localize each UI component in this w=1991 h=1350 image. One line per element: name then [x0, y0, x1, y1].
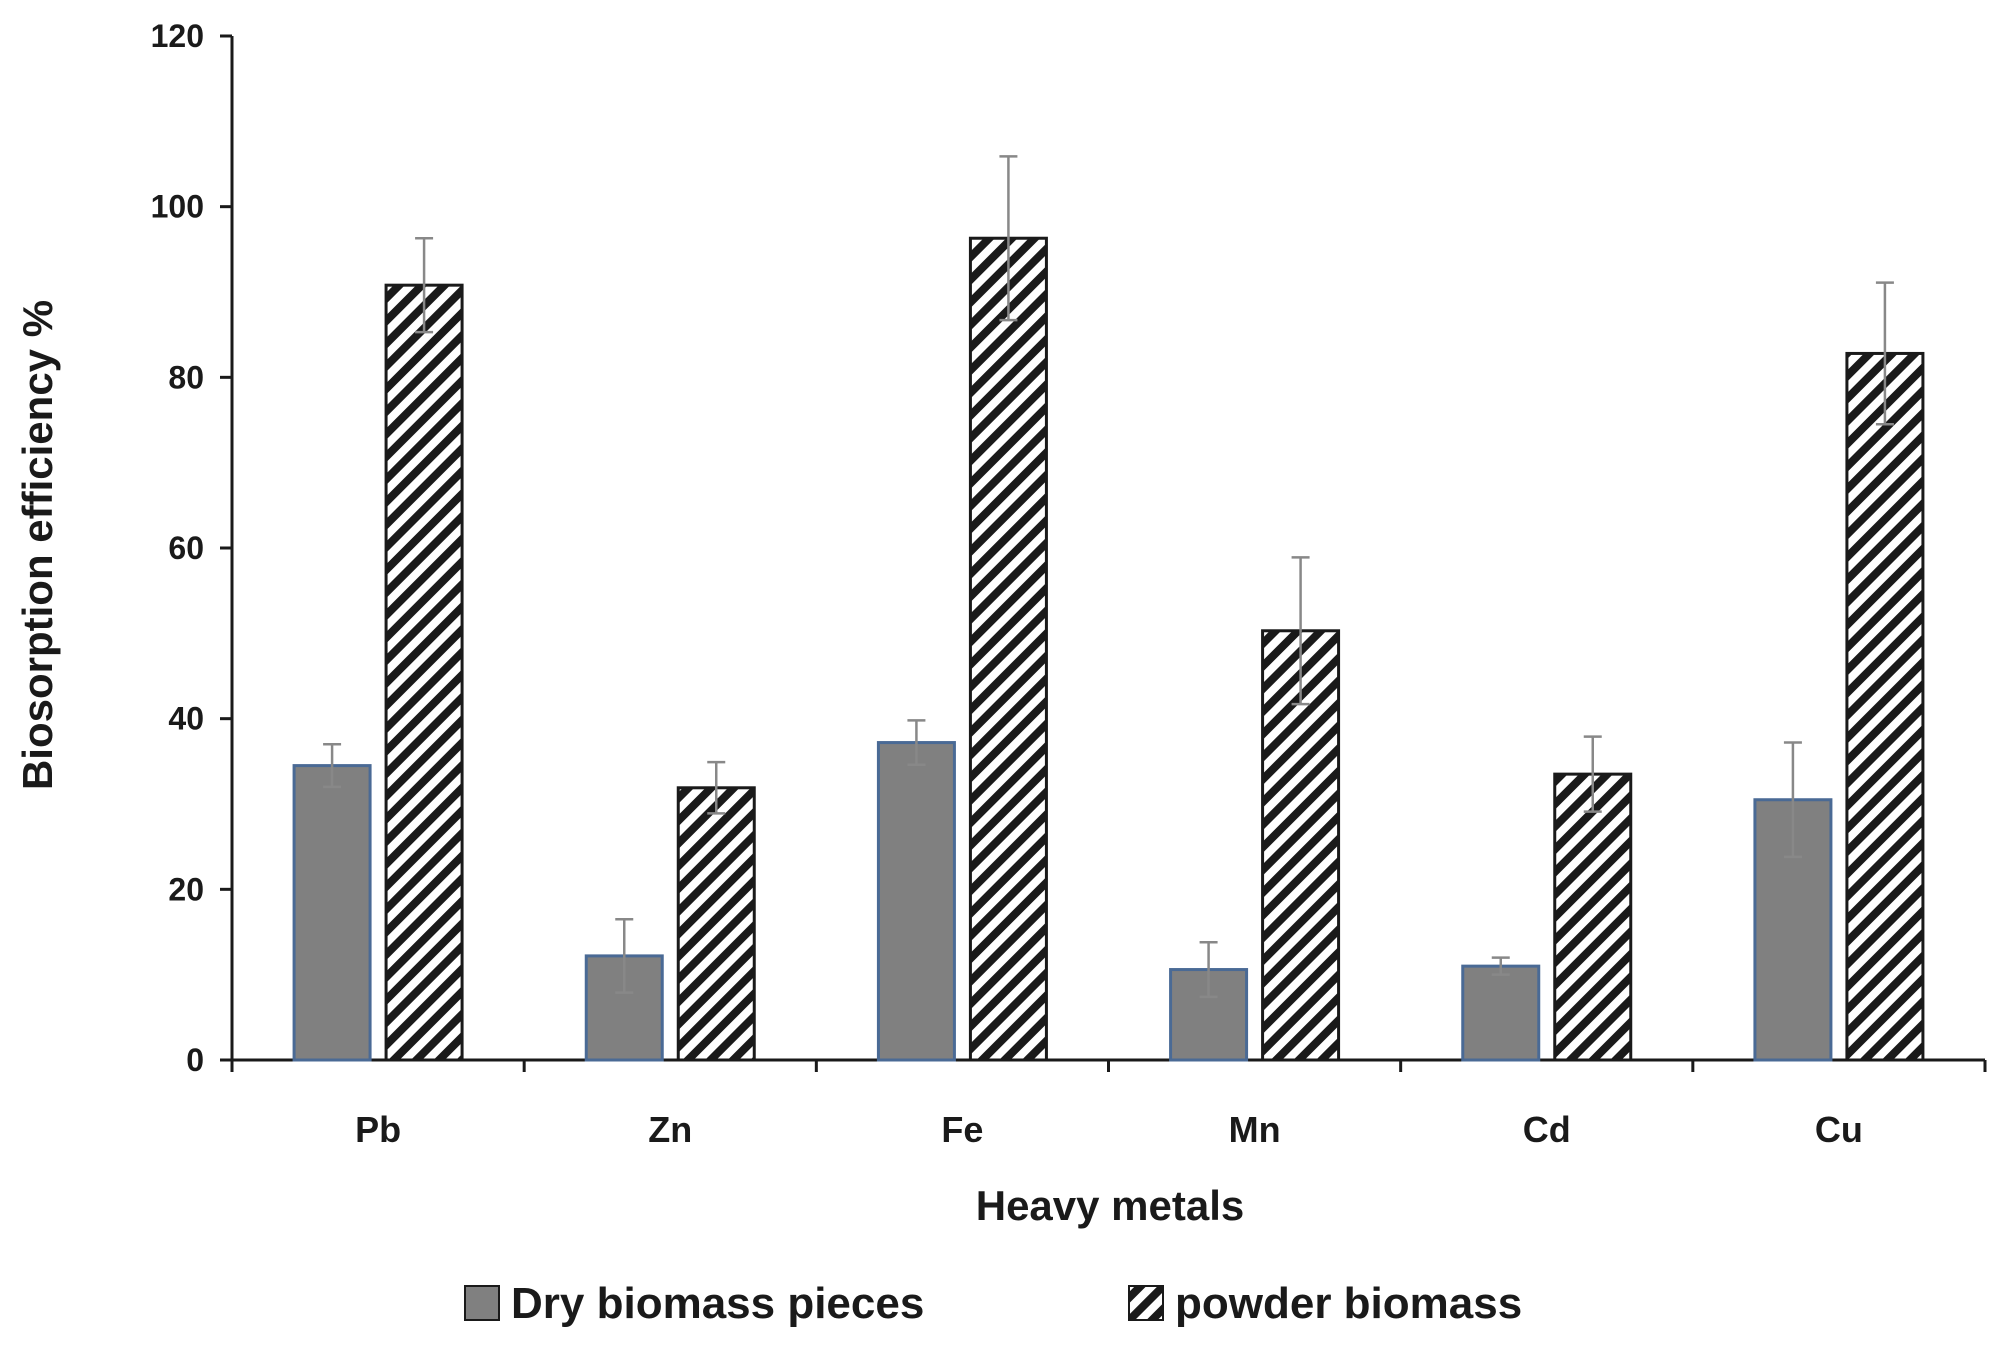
bar-dry-pb	[292, 764, 372, 1062]
y-tick-label: 0	[186, 1042, 204, 1078]
x-tick-label-mn: Mn	[1229, 1109, 1281, 1150]
error-bar-powder-mn	[1291, 556, 1310, 706]
error-bars	[323, 155, 1894, 999]
error-bar-dry-cu	[1783, 741, 1802, 859]
legend-swatch-powder-biomass	[1128, 1285, 1164, 1321]
bar-dry-cd	[1461, 964, 1541, 1062]
bar-powder-pb	[384, 283, 464, 1062]
bar-powder-cd	[1553, 772, 1633, 1062]
x-tick-label-cd: Cd	[1523, 1109, 1571, 1150]
x-tick-label-pb: Pb	[355, 1109, 401, 1150]
x-tick-label-fe: Fe	[941, 1109, 983, 1150]
legend: Dry biomass pieces powder biomass	[464, 1279, 1522, 1328]
error-bar-dry-zn	[615, 917, 634, 994]
bar-powder-zn	[676, 786, 756, 1062]
error-bar-powder-pb	[415, 236, 434, 334]
bar-dry-fe	[876, 741, 956, 1062]
axis-labels: Biosorption efficiency % Heavy metals	[14, 300, 1244, 1229]
error-bar-powder-fe	[999, 155, 1018, 322]
x-tick-label-cu: Cu	[1815, 1109, 1863, 1150]
x-axis-title: Heavy metals	[976, 1182, 1245, 1229]
error-bar-dry-mn	[1199, 940, 1218, 999]
axes: 0 20 40 60 80 100 120 Pb Zn Fe Mn Cd Cu	[151, 18, 1987, 1150]
legend-label-dry-biomass: Dry biomass pieces	[511, 1279, 924, 1328]
legend-label-powder-biomass: powder biomass	[1175, 1279, 1522, 1328]
bars	[292, 236, 1925, 1062]
y-tick-label: 120	[151, 18, 204, 54]
error-bar-dry-pb	[323, 743, 342, 789]
bar-powder-fe	[968, 236, 1048, 1062]
error-bar-powder-cd	[1583, 735, 1602, 813]
x-tick-label-zn: Zn	[648, 1109, 692, 1150]
error-bar-powder-cu	[1875, 281, 1894, 426]
legend-swatch-dry-biomass	[464, 1285, 500, 1321]
y-axis-title: Biosorption efficiency %	[14, 300, 61, 790]
y-tick-label: 60	[168, 530, 204, 566]
error-bar-dry-cd	[1491, 956, 1510, 976]
y-tick-label: 100	[151, 189, 204, 225]
bar-powder-cu	[1845, 351, 1925, 1062]
error-bar-dry-fe	[907, 719, 926, 766]
y-tick-label: 80	[168, 359, 204, 395]
error-bar-powder-zn	[707, 760, 726, 815]
y-tick-label: 40	[168, 701, 204, 737]
y-tick-label: 20	[168, 871, 204, 907]
